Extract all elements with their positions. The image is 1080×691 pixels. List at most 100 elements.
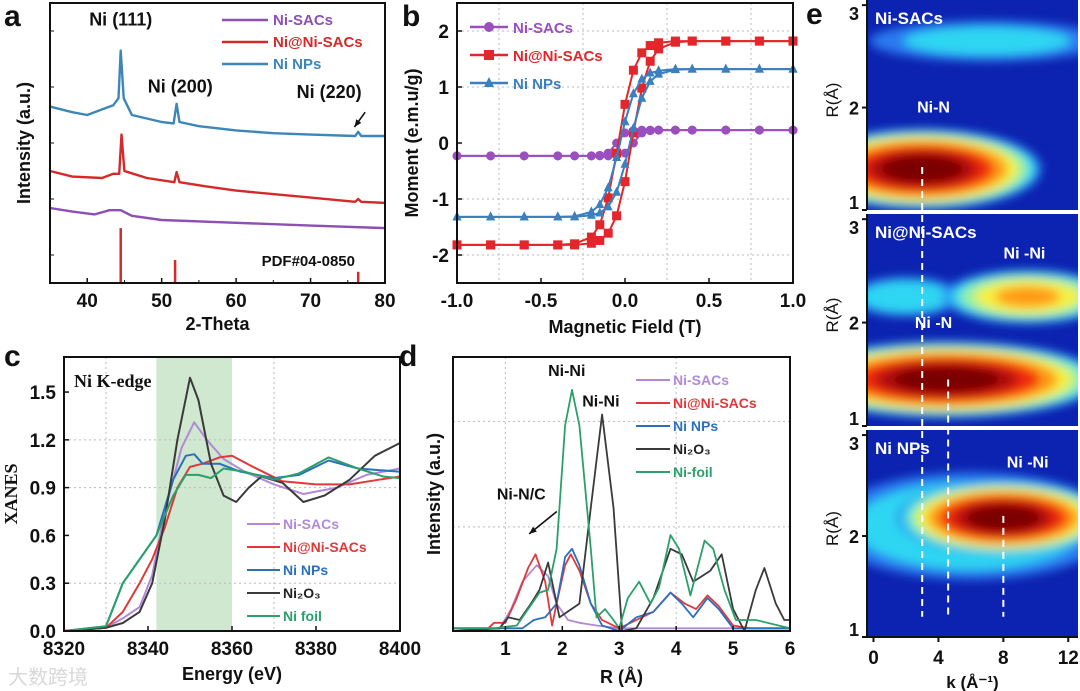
marker-square bbox=[586, 238, 596, 248]
marker-square bbox=[570, 240, 580, 250]
marker-square bbox=[687, 36, 697, 46]
marker-circle bbox=[586, 151, 596, 161]
branch-descending bbox=[457, 68, 793, 218]
marker-triangle bbox=[645, 67, 655, 77]
legend-label: Ni₂O₃ bbox=[673, 441, 711, 457]
peak-annotation: Ni-Ni bbox=[582, 393, 619, 410]
marker-square bbox=[628, 65, 638, 75]
marker-square bbox=[754, 36, 764, 46]
y-tick-label: -1 bbox=[432, 190, 449, 211]
y-axis-label: Moment (e.m.u/g) bbox=[402, 69, 422, 218]
marker-square bbox=[603, 228, 613, 238]
series-line-1 bbox=[49, 133, 386, 205]
marker-triangle bbox=[637, 73, 647, 83]
marker-triangle bbox=[754, 63, 764, 73]
marker-triangle bbox=[612, 186, 622, 196]
x-tick-label: 8320 bbox=[43, 639, 85, 660]
marker-square bbox=[595, 220, 605, 230]
subplot-title: Ni@Ni-SACs bbox=[875, 223, 977, 242]
y-tick-label: 3 bbox=[849, 218, 859, 238]
marker-circle bbox=[687, 125, 697, 135]
marker-triangle bbox=[637, 92, 647, 102]
marker-square bbox=[628, 128, 638, 138]
y-tick-label: 3 bbox=[849, 4, 859, 24]
marker-circle bbox=[519, 151, 529, 161]
marker-circle bbox=[654, 125, 664, 135]
legend-label: Ni NPs bbox=[273, 56, 321, 73]
marker-triangle bbox=[654, 68, 664, 78]
panel-label-e: e bbox=[806, 0, 823, 31]
marker-circle bbox=[645, 126, 655, 136]
legend-label: Ni@Ni-SACs bbox=[273, 34, 363, 51]
x-tick-label: 8340 bbox=[127, 639, 169, 660]
x-tick-label: 1 bbox=[500, 639, 511, 660]
marker-circle bbox=[595, 151, 605, 161]
y-tick-label: 1 bbox=[849, 193, 859, 213]
branch-ascending bbox=[457, 40, 793, 246]
marker-square bbox=[586, 232, 596, 242]
marker-square bbox=[637, 48, 647, 58]
marker-circle bbox=[603, 151, 613, 161]
x-tick-label: 0 bbox=[868, 648, 879, 669]
plot-frame-d bbox=[452, 356, 791, 632]
watermark: 大数跨境 bbox=[8, 666, 88, 689]
marker-triangle bbox=[628, 88, 638, 98]
panel-label-d: d bbox=[399, 340, 417, 373]
x-tick-label: 6 bbox=[785, 639, 796, 660]
marker-triangle bbox=[721, 63, 731, 73]
legend-label: Ni₂O₃ bbox=[283, 585, 321, 601]
legend-label: Ni-SACs bbox=[673, 372, 729, 388]
legend-label: Ni NPs bbox=[673, 418, 718, 434]
bond-label: Ni-N bbox=[917, 100, 950, 117]
branch-ascending bbox=[457, 68, 793, 218]
x-tick-label: -1.0 bbox=[441, 291, 474, 312]
y-tick-label: 0.3 bbox=[30, 574, 56, 595]
subplot-title: Ni-SACs bbox=[875, 9, 943, 28]
heatmap-contour bbox=[893, 366, 1000, 393]
marker-triangle bbox=[553, 211, 563, 221]
chart-title: Ni K-edge bbox=[74, 371, 151, 391]
series-line-4 bbox=[454, 388, 791, 630]
y-tick-label: 1 bbox=[849, 620, 859, 640]
marker-square bbox=[553, 240, 563, 250]
marker-square bbox=[486, 240, 496, 250]
x-tick-label: 50 bbox=[151, 291, 172, 312]
y-axis-label: R(Å) bbox=[823, 298, 842, 333]
y-tick-label: 2 bbox=[849, 99, 859, 119]
marker-triangle bbox=[620, 158, 630, 168]
marker-circle bbox=[721, 125, 731, 135]
bond-label: Ni -N bbox=[915, 315, 952, 332]
x-axis-label: Magnetic Field (T) bbox=[549, 317, 702, 337]
marker-triangle bbox=[586, 209, 596, 219]
y-axis-label: R(Å) bbox=[823, 511, 842, 546]
x-tick-label: -0.5 bbox=[525, 291, 558, 312]
subplot-title: Ni NPs bbox=[875, 439, 930, 458]
x-tick-label: 4 bbox=[671, 639, 682, 660]
marker-triangle bbox=[595, 207, 605, 217]
marker-circle bbox=[754, 125, 764, 135]
series-line-3 bbox=[454, 413, 790, 632]
x-tick-label: 8400 bbox=[379, 639, 421, 660]
annotation-arrow-head bbox=[529, 526, 537, 534]
heatmap-1 bbox=[867, 214, 1078, 426]
marker-triangle bbox=[595, 199, 605, 209]
marker-triangle bbox=[603, 201, 613, 211]
marker-circle bbox=[670, 125, 680, 135]
legend-label: Ni-SACs bbox=[273, 12, 333, 29]
heatmap-contour bbox=[867, 280, 952, 313]
series-2 bbox=[452, 63, 798, 221]
x-tick-label: 4 bbox=[933, 648, 944, 669]
marker-triangle bbox=[628, 122, 638, 132]
heatmap-contour bbox=[903, 26, 1071, 56]
marker-square bbox=[603, 193, 613, 203]
peak-annotation: Ni (200) bbox=[148, 77, 213, 97]
heatmap-0 bbox=[867, 0, 1078, 210]
marker-triangle bbox=[486, 211, 496, 221]
marker-square bbox=[519, 240, 529, 250]
marker-triangle bbox=[620, 116, 630, 126]
x-tick-label: 80 bbox=[374, 291, 395, 312]
y-tick-label: 0.9 bbox=[30, 479, 56, 500]
x-tick-label: 2 bbox=[557, 639, 568, 660]
x-tick-label: 3 bbox=[614, 639, 625, 660]
